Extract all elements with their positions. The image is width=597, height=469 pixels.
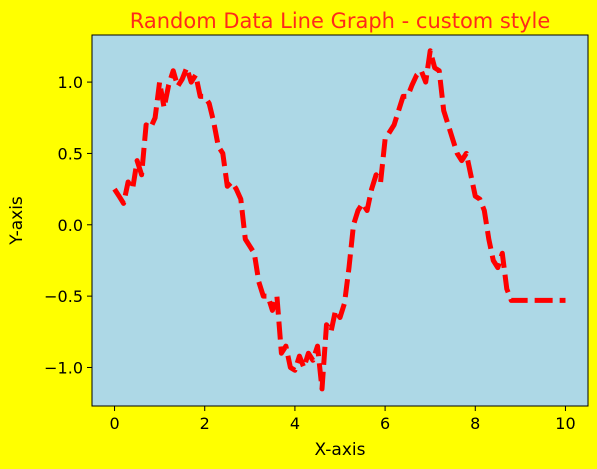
y-axis-label: Y-axis	[7, 196, 27, 246]
y-tick-label: 0.0	[58, 216, 83, 235]
x-tick-label: 10	[555, 414, 575, 433]
x-tick-label: 6	[380, 414, 390, 433]
x-tick-label: 4	[290, 414, 300, 433]
chart-title: Random Data Line Graph - custom style	[130, 9, 551, 33]
axis-ticks: 0 2 4 6 8 10 −1.0 −0.5 0.0 0.5 1.0	[44, 73, 575, 433]
x-tick-label: 8	[470, 414, 480, 433]
y-tick-label: −0.5	[44, 287, 83, 306]
x-axis-label: X-axis	[315, 440, 366, 460]
y-tick-label: 0.5	[58, 144, 83, 163]
y-tick-label: 1.0	[58, 73, 83, 92]
plot-area	[91, 34, 589, 407]
y-tick-label: −1.0	[44, 358, 83, 377]
x-tick-label: 0	[109, 414, 119, 433]
x-tick-label: 2	[200, 414, 210, 433]
data-series-line	[112, 48, 566, 392]
